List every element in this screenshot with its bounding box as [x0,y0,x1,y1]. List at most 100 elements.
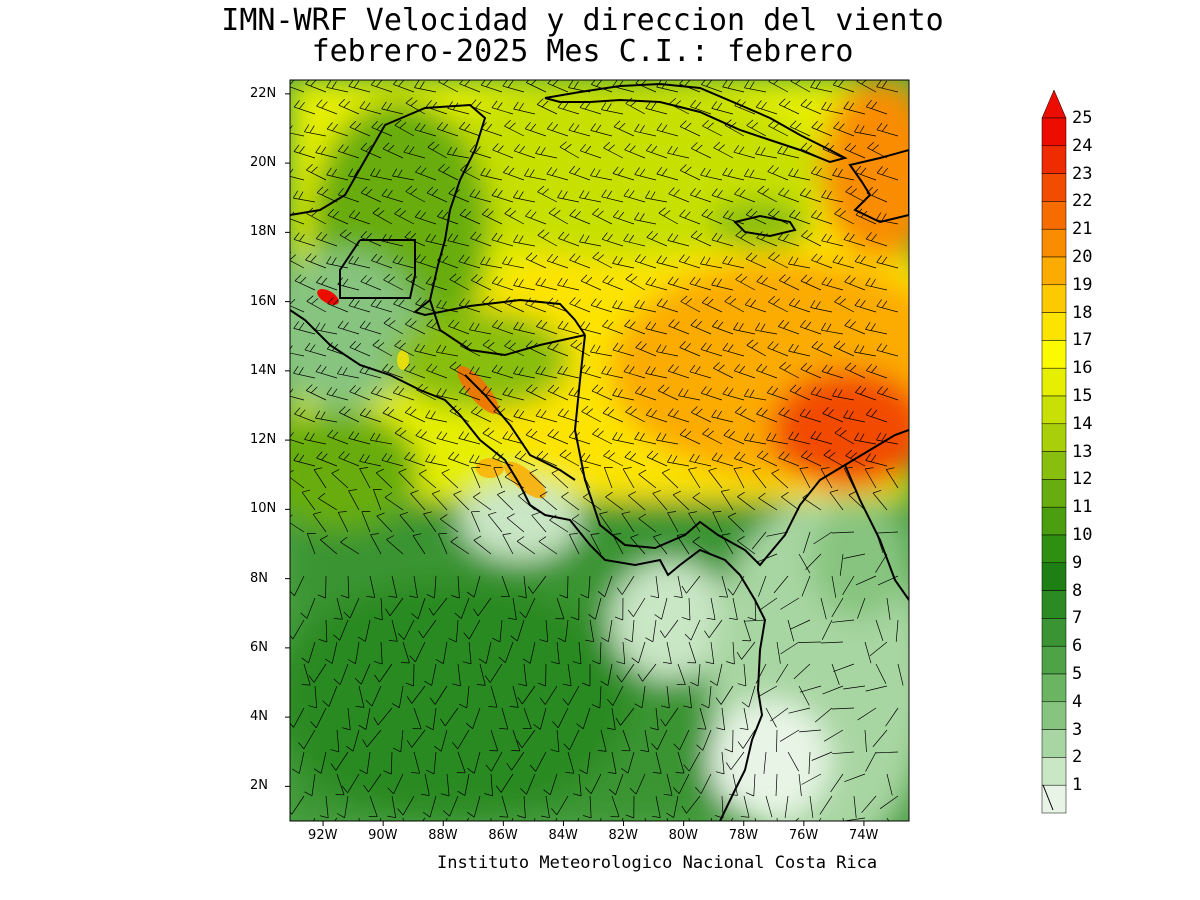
wind-barb [681,795,701,814]
wind-barb [737,729,756,749]
wind-barb [667,145,690,159]
wind-barb [548,207,569,225]
wind-barb [629,773,646,795]
wind-barb [689,276,712,291]
wind-barb [634,685,646,709]
wind-barb [885,707,899,727]
wind-barb [386,535,404,555]
wind-barb [437,533,448,555]
wind-barb [513,190,536,203]
wind-barb [800,450,822,467]
wind-barb [370,386,393,401]
wind-barb [766,432,789,445]
colorbar-label: 22 [1072,191,1093,212]
wind-barb [374,663,393,683]
wind-barb [658,207,679,225]
wind-barb [602,275,624,291]
wind-barb [438,80,459,93]
wind-barb [524,121,547,137]
wind-barb [855,165,877,181]
wind-barb [301,641,316,664]
wind-barb [638,469,657,489]
wind-barb [651,795,661,818]
wind-barb [799,467,811,489]
wind-barb [504,340,525,357]
wind-barb [678,254,701,269]
wind-barb [517,685,536,705]
wind-barb [392,255,415,269]
wind-barb [845,449,866,467]
wind-barb [440,773,450,797]
credit-text: Instituto Meteorologico Nacional Costa R… [437,853,878,873]
colorbar-swatch [1041,312,1067,341]
wind-barb [646,450,668,467]
wind-barb [290,795,305,815]
wind-barb [537,663,547,687]
wind-barb [337,511,349,533]
wind-barb [813,531,833,545]
wind-barb [765,707,777,728]
wind-barb [652,751,662,774]
wind-barb [569,165,591,181]
wind-barb [690,406,712,423]
wind-barb [572,773,582,797]
wind-barb [458,685,470,709]
wind-barb [645,408,668,423]
lon-label: 90W [368,828,398,843]
wind-barb [383,317,404,335]
wind-barb [536,450,558,467]
wind-barb [441,468,459,489]
wind-barb [484,663,503,683]
wind-barb [810,210,833,225]
wind-barb [436,388,459,401]
wind-barb [330,729,340,753]
legend-barb-icon [1042,784,1054,811]
colorbar-swatch [1041,173,1067,202]
wind-barb [668,319,690,335]
wind-barb [292,751,305,774]
wind-barb [539,619,549,643]
wind-barb [814,707,833,723]
wind-barb [799,408,822,423]
wind-barb [398,468,415,489]
wind-barb [779,361,800,379]
wind-barb [485,751,503,772]
wind-barb [316,186,338,203]
wind-barb [649,707,659,731]
wind-barb [690,99,712,115]
wind-barb [599,511,613,533]
wind-barb [525,384,547,401]
wind-barb [414,122,437,137]
wind-barb [360,230,382,247]
wind-barb [569,297,591,313]
wind-barb [315,145,338,159]
wind-barb [326,256,349,269]
wind-barb [832,254,855,269]
wind-barb [293,453,316,467]
wind-barb [557,320,580,335]
wind-barb [423,511,437,533]
colorbar-swatch [1041,562,1067,591]
wind-barb [492,143,514,159]
wind-barb [491,364,514,379]
wind-barb [616,663,635,683]
lon-label: 84W [548,828,578,843]
wind-barb [415,165,437,181]
wind-barb [304,342,327,357]
wind-barb [752,467,767,489]
wind-barb [438,164,459,181]
wind-barb [821,619,833,640]
wind-barb [447,233,470,247]
wind-barb [394,207,415,225]
wind-barb [503,165,525,181]
wind-barb [513,101,536,115]
wind-barb [788,168,811,181]
wind-barb [811,121,833,137]
wind-barb [656,298,679,313]
colorbar-swatch [1041,534,1067,564]
wind-barb [869,641,888,657]
wind-barb [650,575,660,599]
wind-barb [741,685,756,708]
wind-barb [645,366,668,379]
wind-barb [702,119,723,137]
